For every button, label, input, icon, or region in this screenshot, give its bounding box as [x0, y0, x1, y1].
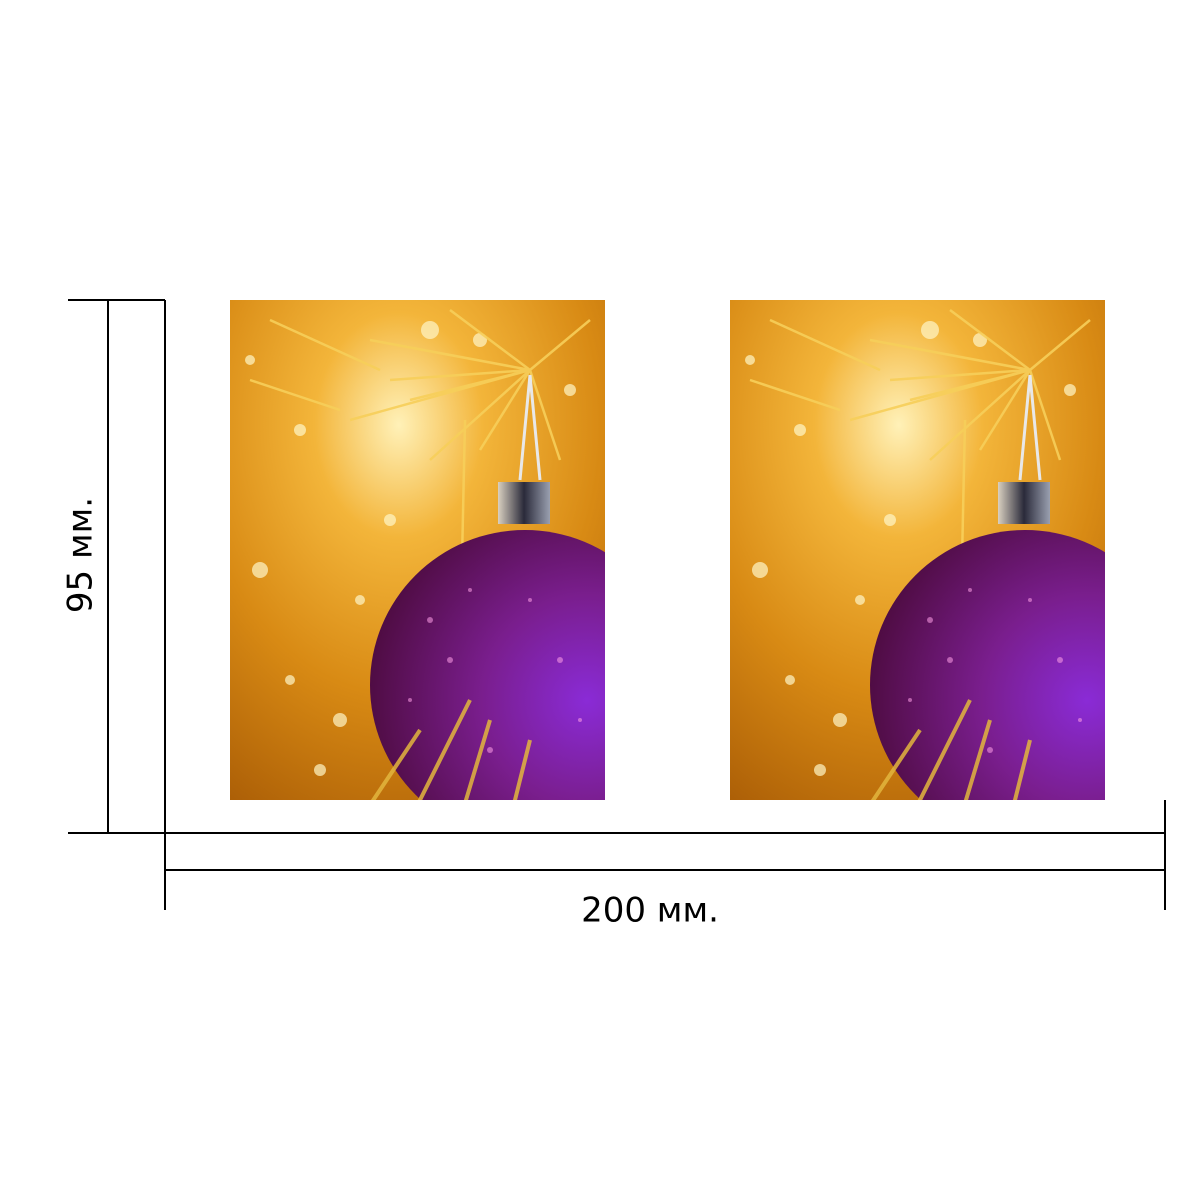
product-image — [730, 300, 1180, 840]
height-label: 95 мм. — [61, 497, 101, 613]
product-image — [230, 300, 680, 840]
width-label: 200 мм. — [581, 891, 719, 931]
